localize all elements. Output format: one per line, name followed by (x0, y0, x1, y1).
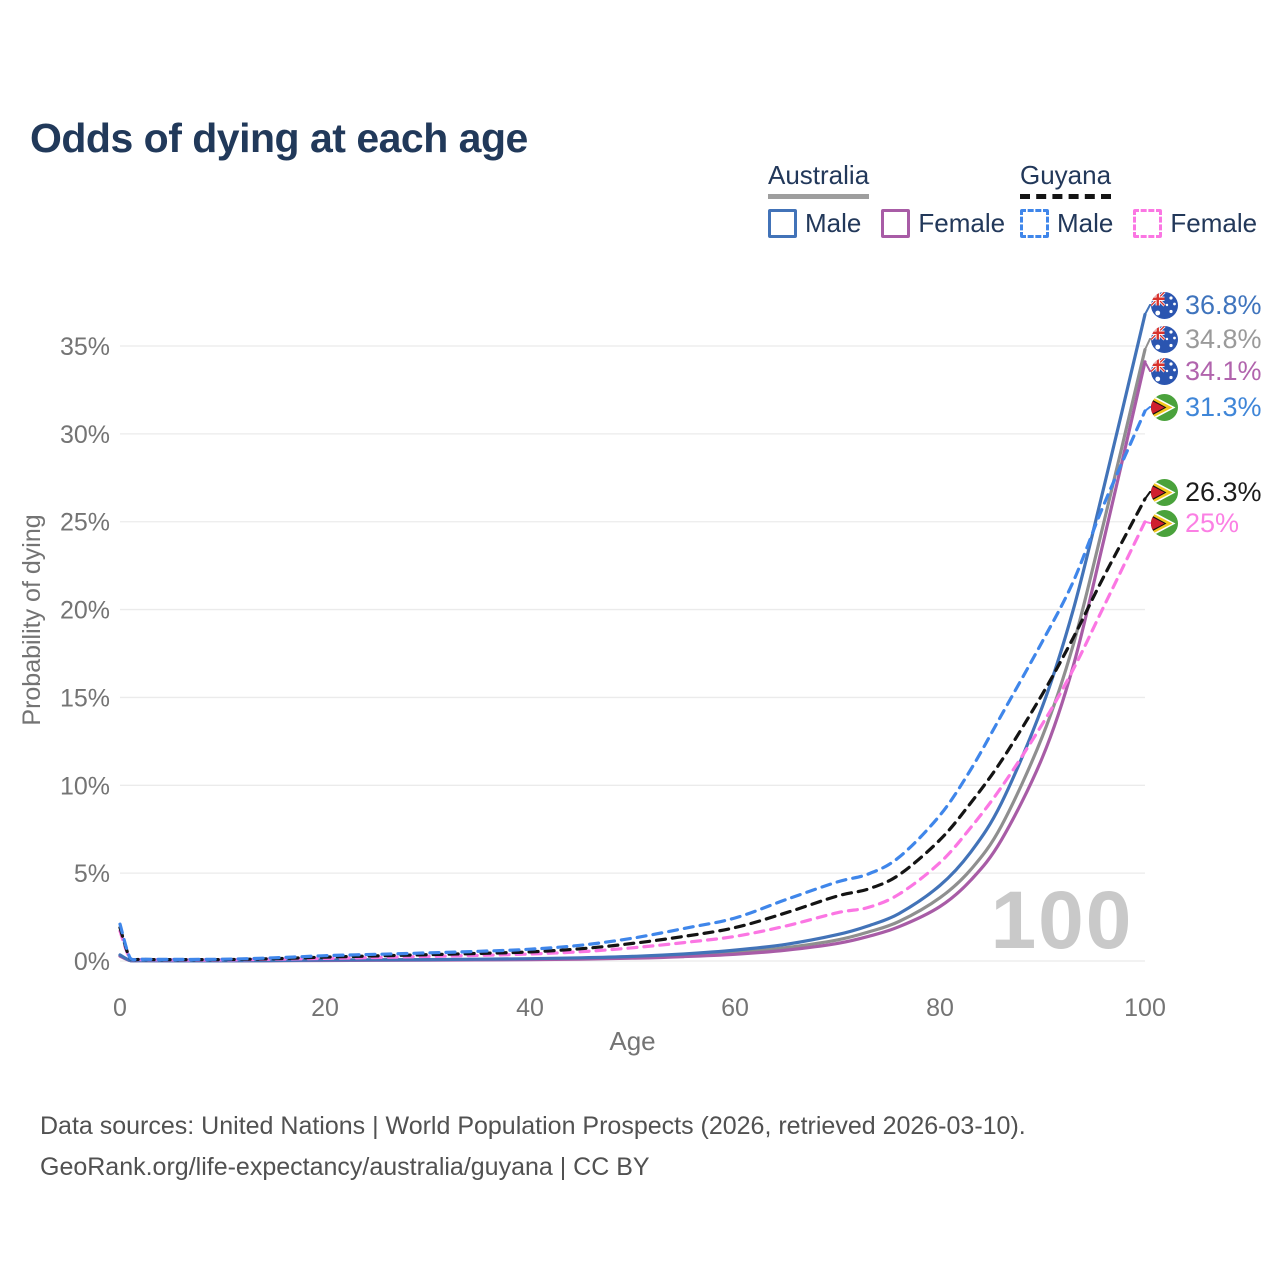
y-tick-label: 20% (60, 597, 110, 625)
y-tick-label: 5% (74, 860, 110, 888)
guyana-flag-icon (1151, 393, 1178, 421)
legend-item-australia-female[interactable]: Female (881, 208, 1005, 239)
end-label-value: 34.8% (1185, 323, 1262, 354)
y-tick-label: 35% (60, 333, 110, 361)
end-label-value: 26.3% (1185, 476, 1262, 507)
end-label-guyana-all: 26.3% (1151, 478, 1262, 506)
legend-item-guyana-female[interactable]: Female (1133, 208, 1257, 239)
legend-group-guyana: Guyana Male Female (1020, 160, 1257, 239)
y-tick-label: 30% (60, 421, 110, 449)
page-title: Odds of dying at each age (30, 115, 528, 162)
end-label-value: 36.8% (1185, 289, 1262, 320)
legend-country-australia[interactable]: Australia (768, 160, 870, 199)
x-tick-label: 100 (1124, 994, 1166, 1022)
legend-item-guyana-male[interactable]: Male (1020, 208, 1113, 239)
checkbox-guyana-male-icon[interactable] (1020, 209, 1049, 238)
legend-label-australia-male: Male (805, 208, 862, 238)
data-source-note: Data sources: United Nations | World Pop… (40, 1106, 1026, 1188)
series-line-australia-male (118, 312, 1147, 963)
australia-flag-icon (1151, 291, 1178, 319)
x-tick-label: 40 (516, 994, 544, 1022)
legend-item-australia-male[interactable]: Male (768, 208, 861, 239)
data-source-line2: GeoRank.org/life-expectancy/australia/gu… (40, 1153, 650, 1181)
x-tick-label: 80 (926, 994, 954, 1022)
legend-label-guyana-male: Male (1057, 208, 1114, 238)
end-label-guyana-female: 25% (1151, 509, 1239, 537)
y-tick-label: 0% (74, 948, 110, 976)
series-line-guyana-male (118, 409, 1147, 962)
legend-group-australia: Australia Male Female (768, 160, 1005, 239)
guyana-flag-icon (1151, 478, 1178, 506)
checkbox-australia-male-icon[interactable] (768, 209, 797, 238)
legend-label-australia-female: Female (918, 208, 1006, 238)
x-tick-label: 0 (113, 994, 127, 1022)
x-tick-label: 60 (721, 994, 749, 1022)
australia-flag-icon (1151, 357, 1178, 385)
x-tick-label: 20 (311, 994, 339, 1022)
legend-items-australia: Male Female (768, 208, 1005, 239)
legend-label-guyana-female: Female (1170, 208, 1258, 238)
guyana-flag-icon (1151, 509, 1178, 537)
end-label-australia-female: 34.1% (1151, 357, 1262, 385)
legend-country-guyana[interactable]: Guyana (1020, 160, 1112, 199)
end-label-value: 34.1% (1185, 355, 1262, 386)
watermark-age: 100 (991, 875, 1134, 966)
end-label-value: 25% (1185, 507, 1240, 538)
checkbox-guyana-female-icon[interactable] (1133, 209, 1163, 238)
series-line-australia-female (118, 360, 1147, 963)
end-label-australia-male: 36.8% (1151, 291, 1262, 319)
australia-flag-icon (1151, 325, 1178, 353)
series-line-australia-both-sexes- (118, 347, 1147, 963)
y-tick-label: 15% (60, 684, 110, 712)
data-source-line1: Data sources: United Nations | World Pop… (40, 1112, 1026, 1140)
checkbox-australia-female-icon[interactable] (881, 209, 911, 238)
y-tick-label: 10% (60, 772, 110, 800)
legend-items-guyana: Male Female (1020, 208, 1257, 239)
end-label-australia-all: 34.8% (1151, 325, 1262, 353)
end-label-value: 31.3% (1185, 391, 1262, 422)
y-tick-label: 25% (60, 509, 110, 537)
end-label-guyana-male: 31.3% (1151, 393, 1262, 421)
y-axis-title: Probability of dying (18, 514, 46, 725)
x-axis-title: Age (609, 1026, 655, 1056)
